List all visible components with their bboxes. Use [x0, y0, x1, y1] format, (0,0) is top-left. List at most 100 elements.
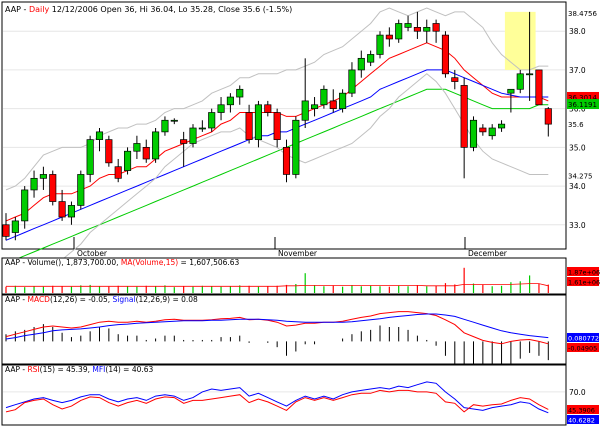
candle-down — [142, 147, 150, 160]
candle-up — [301, 100, 309, 121]
candle-down — [479, 127, 487, 133]
macd-lines — [5, 311, 549, 345]
candle-down — [114, 166, 122, 179]
header-prefix: AAP - — [5, 5, 29, 14]
macd-legend-signal-params: (12,26,9) — [136, 295, 171, 304]
header-date: 12/12/2006 — [52, 5, 98, 14]
mfi-legend-params: (14) — [105, 365, 120, 374]
candle-down — [385, 34, 393, 40]
candle-up — [488, 127, 496, 137]
macd-panel: AAP - MACD(12,26) = -0.05, Signal(12,26,… — [1, 294, 600, 388]
volume-legend: AAP - Volume(), 1,873,700.00, MA(Volume,… — [5, 258, 240, 267]
candle-down — [245, 112, 253, 140]
candle-up — [170, 119, 178, 122]
candle-up — [357, 57, 365, 71]
candle-up — [21, 189, 29, 222]
price-value-label: 34.275 — [568, 172, 593, 180]
month-label-november: November — [278, 249, 318, 258]
candle-up — [133, 143, 141, 152]
rsi-grid: 70.0 — [3, 388, 586, 397]
volume-value-badge — [567, 277, 599, 286]
rsi-value-labels: 45.3906 40.6282 — [567, 405, 599, 425]
candle-up — [526, 73, 534, 76]
candle-down — [535, 69, 543, 106]
chart-header: AAP - Daily 12/12/2006 Open 36, Hi 36.04… — [5, 5, 292, 14]
candle-down — [441, 34, 450, 75]
price-value-badge — [567, 99, 599, 110]
candle-down — [264, 104, 272, 113]
macd-signal-line — [5, 313, 549, 340]
candle-up — [152, 131, 160, 160]
mfi-legend-name: MFI — [92, 365, 105, 374]
candle-up — [161, 119, 169, 133]
candle-down — [451, 77, 459, 82]
candle-down — [544, 108, 552, 125]
price-tick-label: 33.0 — [569, 221, 586, 230]
candle-up — [469, 119, 478, 148]
mov-avg-green-line — [5, 88, 549, 264]
candle-up — [11, 220, 19, 233]
volume-value-label: 1.61e+06 — [568, 279, 600, 287]
price-tick-label: 38.0 — [569, 27, 586, 36]
candle-up — [423, 27, 431, 32]
month-label-october: October — [77, 249, 108, 258]
price-value-label: 36.3014 — [568, 94, 597, 102]
candle-up — [217, 104, 225, 113]
candle-down — [432, 23, 440, 32]
rsi-panel-frame — [1, 364, 567, 426]
macd-legend: AAP - MACD(12,26) = -0.05, Signal(12,26,… — [5, 295, 198, 304]
candle-up — [376, 34, 384, 55]
candle-down — [105, 139, 113, 164]
candle-up — [339, 92, 347, 109]
header-daily: Daily — [29, 5, 50, 14]
mfi-legend-value: 40.63 — [132, 365, 154, 374]
candle-up — [254, 104, 263, 140]
rsi-legend-params: (15) — [40, 365, 55, 374]
volume-legend-name: Volume — [27, 258, 55, 267]
candle-up — [77, 174, 85, 206]
candle-down — [329, 100, 337, 109]
candle-up — [348, 69, 356, 94]
candle-down — [2, 224, 10, 237]
volume-value-badge — [567, 267, 599, 276]
candle-up — [67, 205, 76, 218]
price-value-badge — [567, 7, 599, 18]
macd-legend-signal-value: 0.08 — [181, 295, 198, 304]
candle-up — [123, 150, 132, 171]
candle-up — [226, 96, 234, 106]
volume-legend-prefix: AAP - — [5, 258, 27, 267]
rsi-value-label: 45.3906 — [568, 407, 595, 415]
candle-up — [236, 88, 244, 98]
rsi-value-badge — [567, 415, 599, 424]
rsi-lines — [5, 381, 549, 414]
month-label-december: December — [468, 249, 508, 258]
volume-ma-line — [6, 283, 549, 287]
highlight-box — [504, 11, 536, 70]
macd-value-labels: 0.0807727 -0.04905 — [567, 333, 600, 353]
volume-legend-value: 1,873,700.00 — [66, 258, 116, 267]
price-tick-label: 35.0 — [569, 143, 586, 152]
candle-down — [273, 112, 281, 140]
volume-legend-ma-value: 1,607,506.63 — [189, 258, 239, 267]
price-tick-label: 37.0 — [569, 66, 586, 75]
candles — [2, 11, 552, 241]
price-value-badge — [567, 119, 599, 130]
macd-value-badge — [567, 333, 599, 342]
price-value-label: 38.4756 — [568, 10, 597, 18]
candle-up — [95, 131, 104, 140]
volume-value-label: 1.87e+06 — [568, 269, 600, 277]
rsi-value-label: 40.6282 — [568, 417, 595, 425]
volume-panel-frame — [1, 257, 567, 295]
rsi-legend-prefix: AAP - — [5, 365, 27, 374]
candle-up — [507, 88, 515, 94]
candle-up — [404, 23, 412, 28]
candle-down — [413, 27, 421, 32]
price-value-badge — [567, 170, 599, 181]
price-value-label: 36.1191 — [568, 101, 597, 109]
macd-legend-name: MACD — [27, 295, 50, 304]
price-value-badge — [567, 91, 599, 102]
rsi-tick-label: 70.0 — [569, 388, 586, 397]
candle-up — [189, 127, 197, 144]
candle-up — [311, 104, 319, 109]
